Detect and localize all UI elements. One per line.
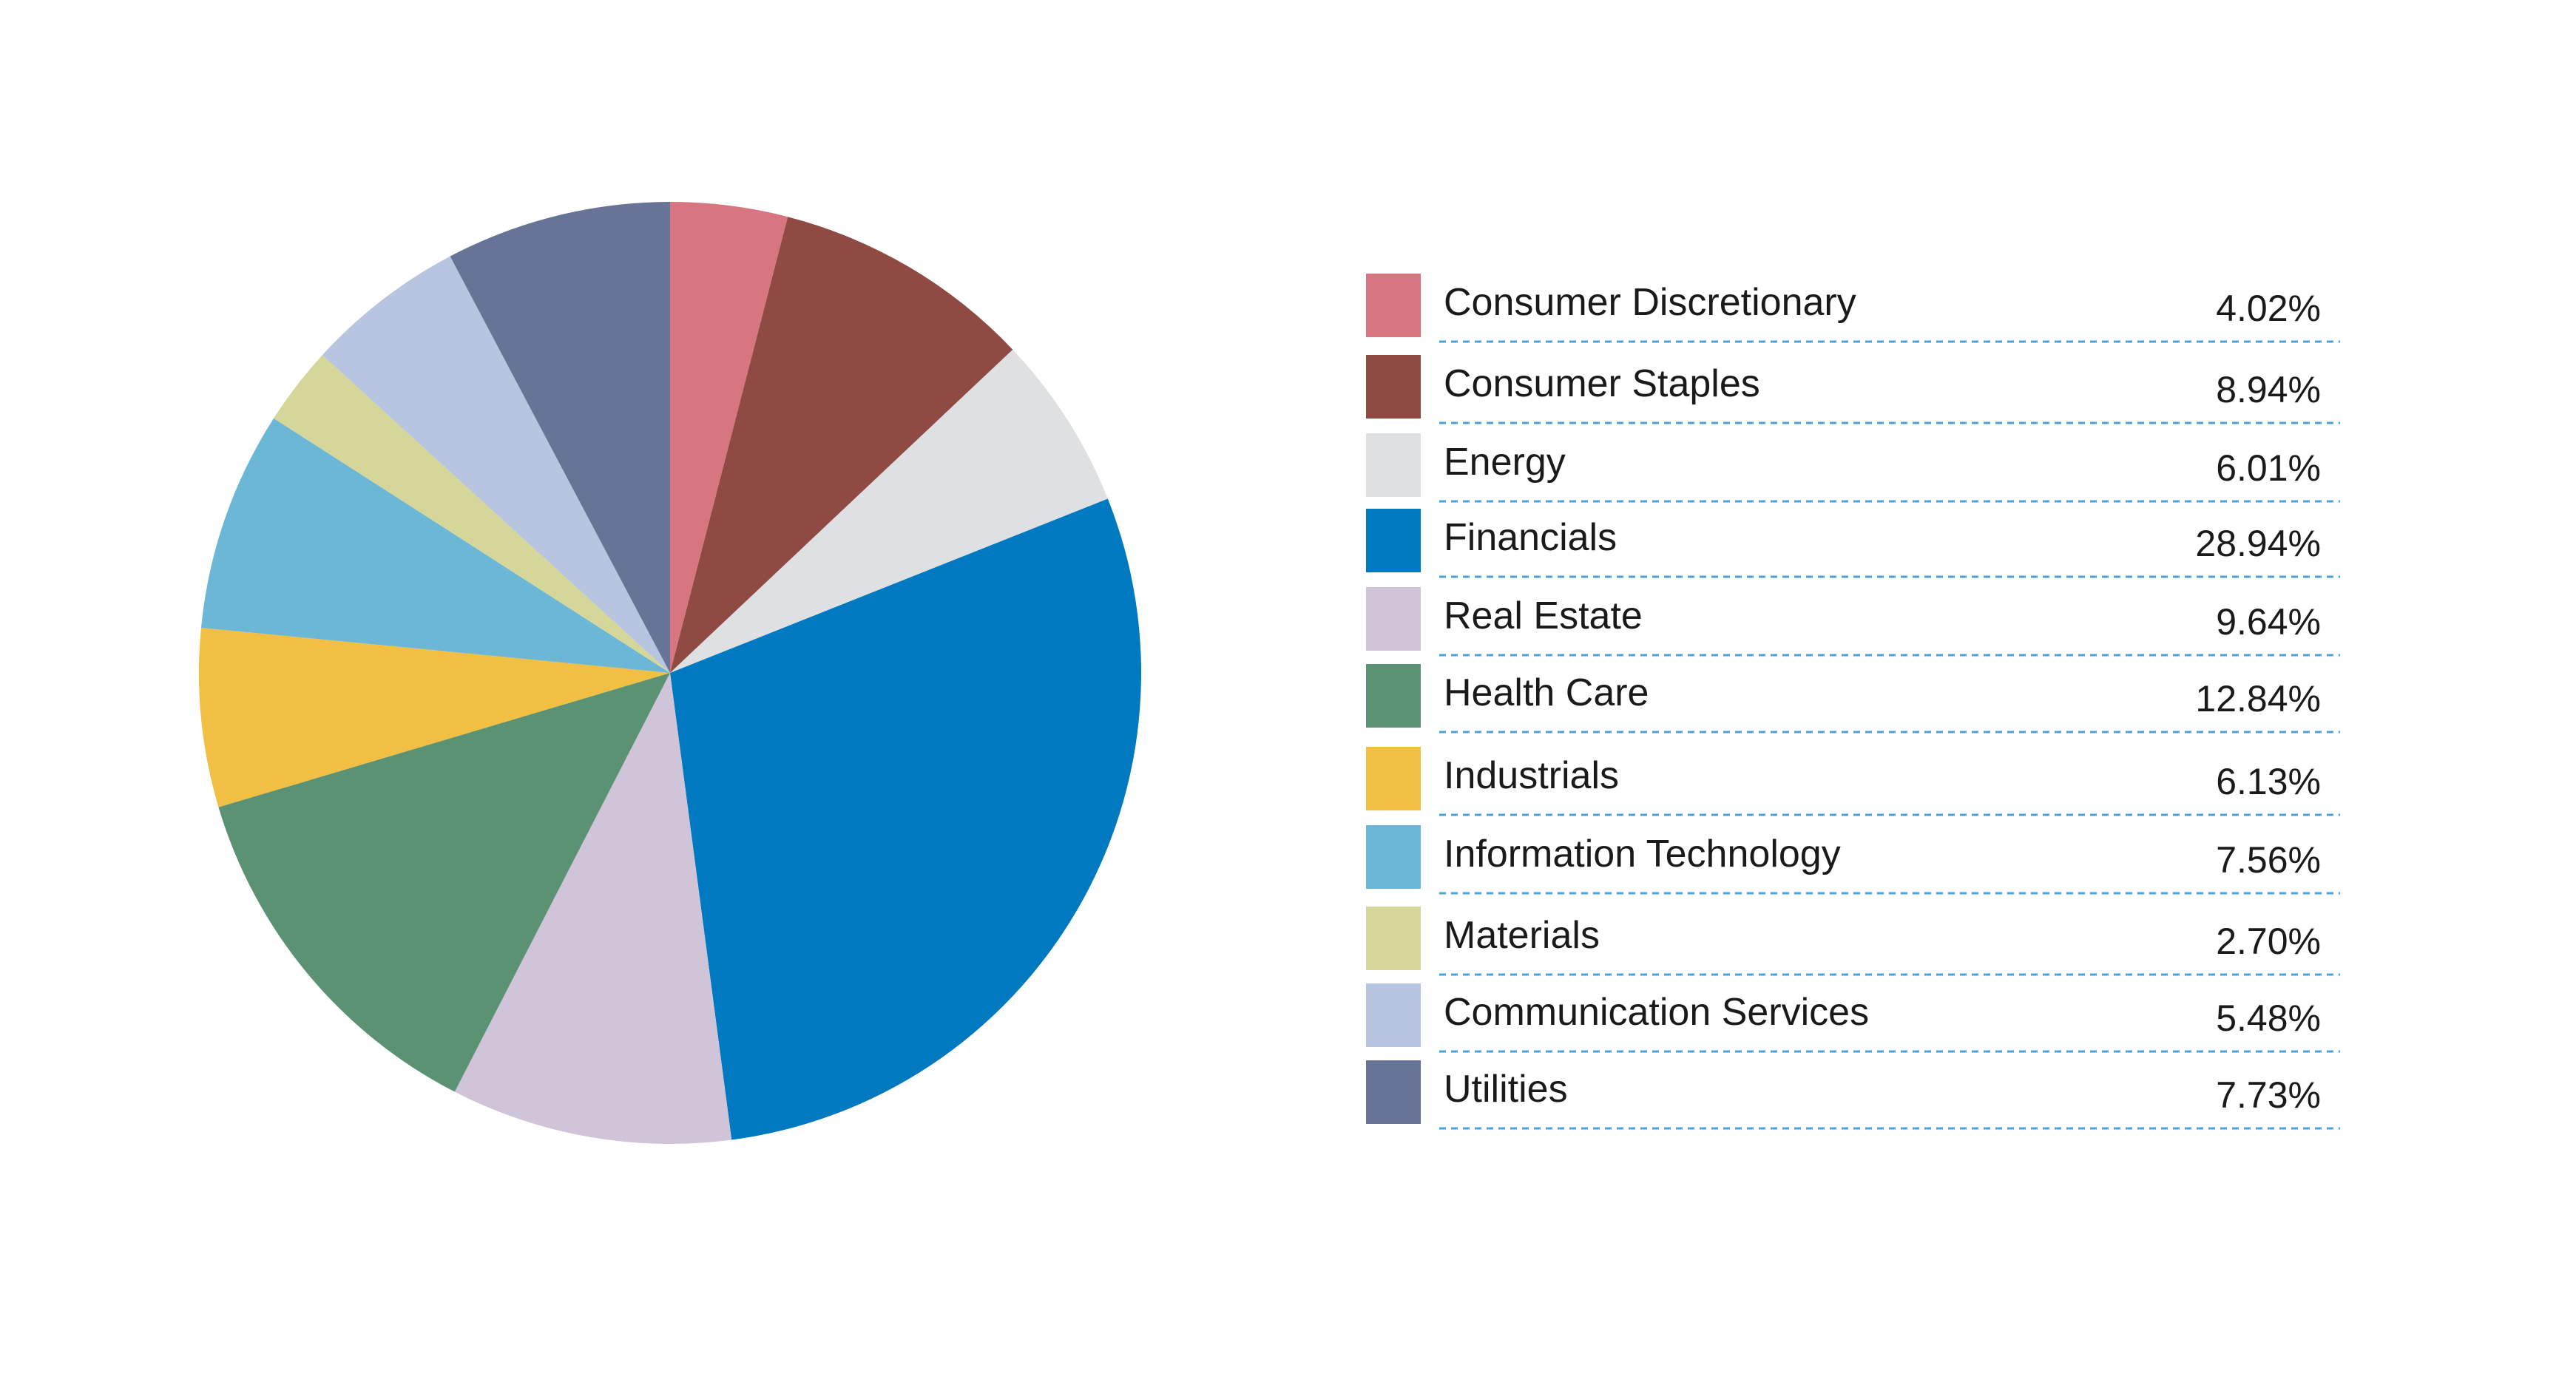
- legend-swatch-financials: [1366, 509, 1421, 572]
- pie-slice-communication-services: [322, 256, 670, 673]
- legend-value-consumer-discretionary: 4.02%: [2216, 288, 2321, 329]
- pie-slice-consumer-staples: [670, 217, 1013, 674]
- legend-value-communication-services: 5.48%: [2216, 997, 2321, 1039]
- legend-swatch-information-technology: [1366, 825, 1421, 889]
- legend-label-consumer-discretionary: Consumer Discretionary: [1444, 281, 1856, 324]
- legend-value-real-estate: 9.64%: [2216, 601, 2321, 643]
- pie-slice-materials: [274, 355, 670, 673]
- pie-slice-financials: [670, 498, 1141, 1140]
- pie-slice-information-technology: [200, 418, 670, 673]
- legend-swatch-consumer-discretionary: [1366, 274, 1421, 337]
- legend-swatch-industrials: [1366, 747, 1421, 810]
- legend-label-information-technology: Information Technology: [1444, 833, 1841, 875]
- legend-swatch-energy: [1366, 433, 1421, 497]
- pie-slices: [198, 202, 1141, 1144]
- legend-value-materials: 2.70%: [2216, 921, 2321, 962]
- pie-slice-energy: [670, 349, 1108, 673]
- legend-label-utilities: Utilities: [1444, 1068, 1568, 1111]
- legend-value-utilities: 7.73%: [2216, 1074, 2321, 1116]
- legend-value-financials: 28.94%: [2195, 523, 2321, 564]
- pie-slice-health-care: [218, 673, 671, 1092]
- legend-label-real-estate: Real Estate: [1444, 595, 1643, 637]
- legend-swatch-utilities: [1366, 1060, 1421, 1124]
- legend: Consumer Discretionary 4.02% Consumer Stap…: [1366, 274, 2340, 1130]
- legend-label-consumer-staples: Consumer Staples: [1444, 362, 1760, 405]
- legend-label-energy: Energy: [1444, 441, 1566, 484]
- legend-swatch-materials: [1366, 907, 1421, 970]
- legend-value-industrials: 6.13%: [2216, 761, 2321, 802]
- pie-slice-utilities: [450, 202, 670, 673]
- pie-slice-consumer-discretionary: [670, 202, 788, 673]
- legend-label-industrials: Industrials: [1444, 754, 1619, 797]
- pie-slice-industrials: [198, 627, 670, 807]
- pie-slice-real-estate: [454, 673, 732, 1144]
- legend-swatch-health-care: [1366, 664, 1421, 728]
- legend-value-health-care: 12.84%: [2195, 678, 2321, 719]
- legend-swatch-real-estate: [1366, 587, 1421, 651]
- legend-label-communication-services: Communication Services: [1444, 991, 1869, 1034]
- legend-label-materials: Materials: [1444, 914, 1600, 957]
- legend-swatch-communication-services: [1366, 983, 1421, 1047]
- legend-label-financials: Financials: [1444, 516, 1617, 559]
- legend-value-consumer-staples: 8.94%: [2216, 369, 2321, 410]
- legend-label-health-care: Health Care: [1444, 671, 1649, 714]
- legend-value-information-technology: 7.56%: [2216, 839, 2321, 881]
- legend-value-energy: 6.01%: [2216, 447, 2321, 489]
- legend-swatch-consumer-staples: [1366, 355, 1421, 419]
